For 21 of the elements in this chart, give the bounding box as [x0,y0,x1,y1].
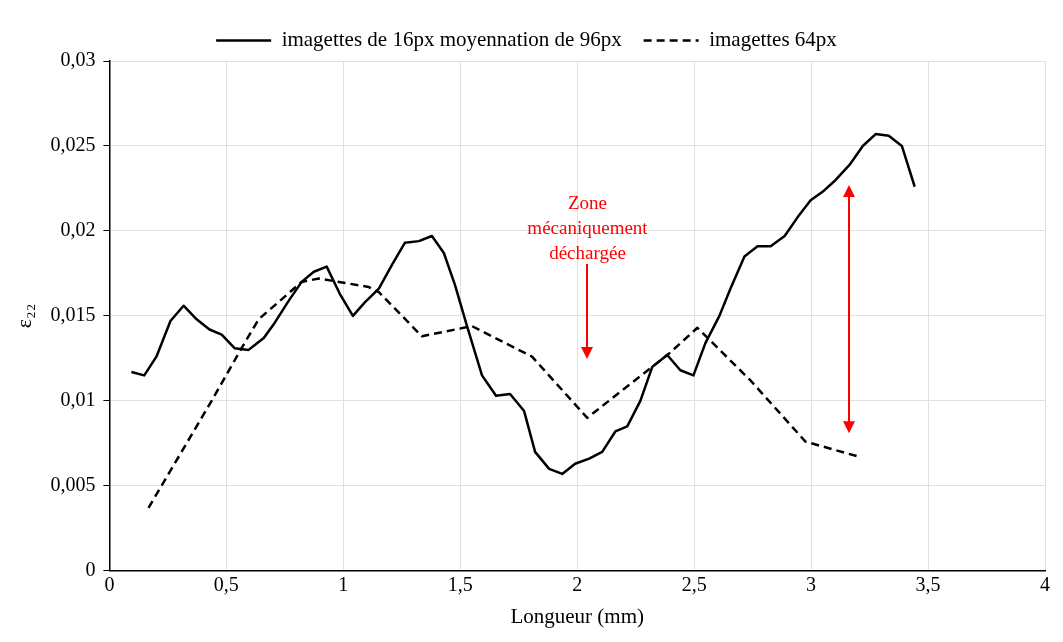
y-tick-label: 0,015 [50,303,96,326]
x-axis-title: Longueur (mm) [510,603,644,628]
x-tick-label: 3 [806,573,817,596]
y-tick-label: 0,01 [60,388,96,411]
y-tick-label: 0,025 [50,133,96,156]
x-tick-label: 0 [104,573,115,596]
x-tick-label: 2,5 [681,573,707,596]
y-axis-title: ε₂₂ [10,303,36,329]
y-tick-label: 0 [85,558,96,581]
x-tick-label: 2 [572,573,583,596]
legend-label: imagettes de 16px moyennation de 96px [281,27,623,52]
annotation: Zone mécaniquement déchargée [527,192,649,264]
x-tick-label: 1,5 [447,573,473,596]
x-tick-label: 1 [338,573,349,596]
x-tick-label: 4 [1040,573,1050,596]
y-tick-label: 0,005 [50,473,96,496]
legend-label: imagettes 64px [709,27,838,52]
x-tick-label: 3,5 [915,573,941,596]
y-tick-label: 0,03 [60,48,96,71]
y-tick-label: 0,02 [60,218,96,241]
x-tick-label: 0,5 [213,573,239,596]
